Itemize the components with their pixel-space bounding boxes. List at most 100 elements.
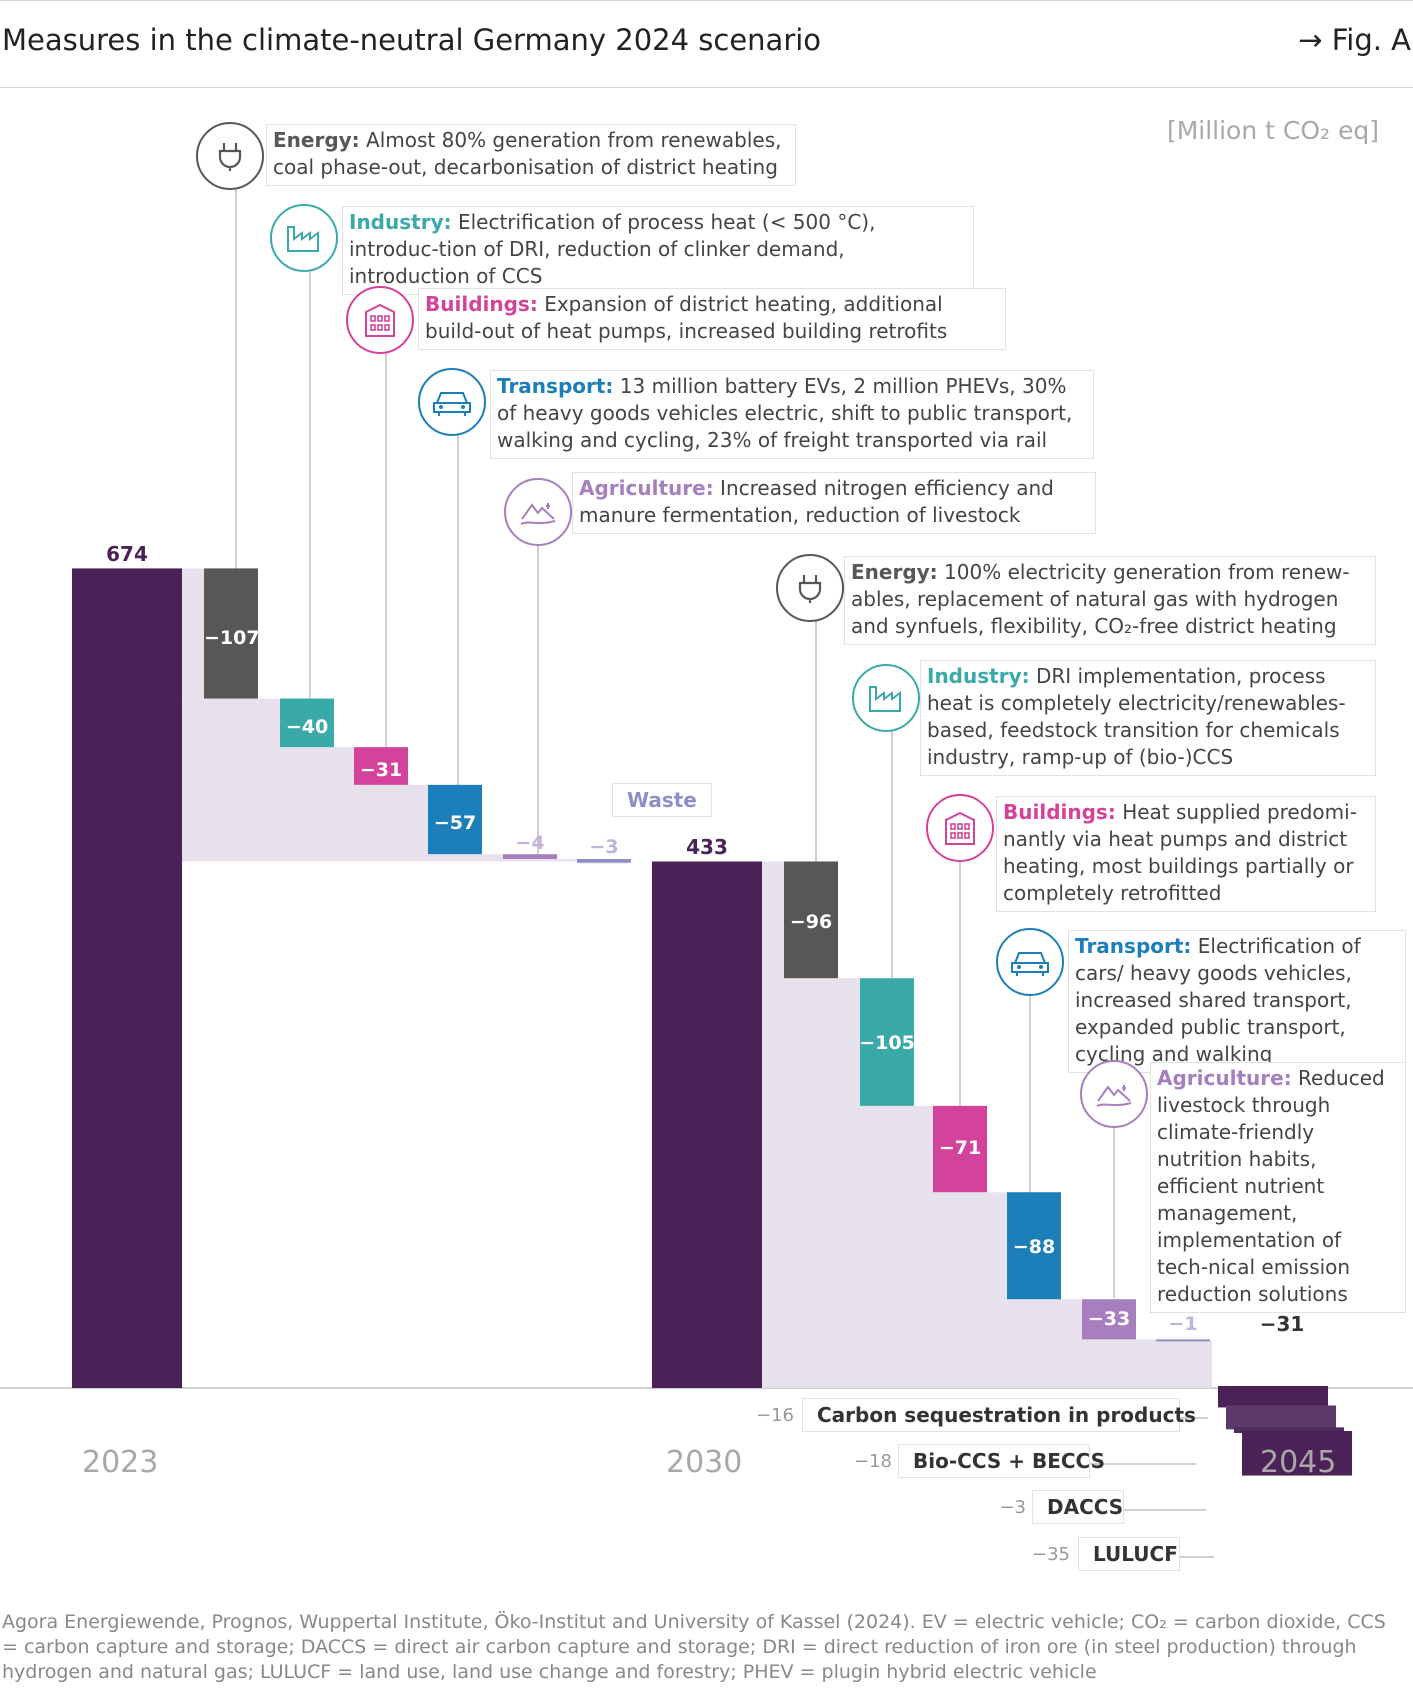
bar-seq-0 xyxy=(1218,1386,1328,1408)
seg-2045-bar-waste xyxy=(1156,1339,1210,1342)
seq-products-label: Carbon sequestration in products xyxy=(802,1398,1196,1432)
year-2030: 2030 xyxy=(666,1445,743,1480)
step-agriculture-2030-value: −4 xyxy=(515,832,545,854)
source-footnote: Agora Energiewende, Prognos, Wuppertal I… xyxy=(2,1611,1386,1683)
seg-2045-fill-3 xyxy=(933,1192,1007,1388)
seg-2045-fill-base xyxy=(762,978,784,1388)
figure-reference: → Fig. A xyxy=(1298,23,1411,57)
annot-agriculture-2045-text: Reduced livestock through climate-friend… xyxy=(1157,1066,1385,1306)
step-energy-2030-value: −107 xyxy=(204,627,260,649)
plug-icon xyxy=(196,122,264,190)
seg-2030-bar-energy xyxy=(204,568,258,699)
seg-2030-bar-waste xyxy=(577,859,631,863)
step-energy-2045-value: −96 xyxy=(789,911,833,933)
total-2023-label: 674 xyxy=(106,542,148,566)
annot-industry-2030: Industry: Electrification of process hea… xyxy=(342,206,974,295)
step-industry-2030-value: −40 xyxy=(285,716,329,738)
annot-buildings-2045-text: Heat supplied predomi-nantly via heat pu… xyxy=(1003,800,1357,905)
seg-2045-bar-buildings xyxy=(933,1105,987,1193)
plug-icon xyxy=(776,554,844,622)
seq-products-value: −16 xyxy=(756,1405,794,1426)
annot-agriculture-2045-sector: Agriculture: xyxy=(1157,1066,1292,1090)
seg-2030-fill-base xyxy=(182,698,204,862)
annot-industry-2045-text: DRI implementation, process heat is comp… xyxy=(927,664,1346,769)
annot-buildings-2030-sector: Buildings: xyxy=(425,292,538,316)
car-icon xyxy=(996,928,1064,996)
car-icon xyxy=(418,368,486,436)
landscape-icon xyxy=(504,478,572,546)
annot-buildings-2030-text: Expansion of district heating, additiona… xyxy=(425,292,948,343)
annot-buildings-2045: Buildings: Heat supplied predomi-nantly … xyxy=(996,796,1376,912)
seg-2030-fill-4 xyxy=(428,854,503,862)
annot-energy-2045: Energy: 100% electricity generation from… xyxy=(844,556,1376,645)
annot-agriculture-2030-sector: Agriculture: xyxy=(579,476,714,500)
annot-energy-2045-sector: Energy: xyxy=(851,560,938,584)
header: Measures in the climate-neutral Germany … xyxy=(0,0,1413,88)
annot-industry-2045-sector: Industry: xyxy=(927,664,1030,688)
seq-bioccs-label: Bio-CCS + BECCS xyxy=(898,1444,1105,1478)
annot-buildings-2045-sector: Buildings: xyxy=(1003,800,1116,824)
year-2023: 2023 xyxy=(82,1445,159,1480)
seg-2030-bar-buildings xyxy=(354,747,408,785)
annot-industry-2045: Industry: DRI implementation, process he… xyxy=(920,660,1376,776)
bar-total-2030 xyxy=(652,861,762,1388)
unit-label: [Million t CO₂ eq] xyxy=(1166,116,1379,145)
seg-2030-fill-3 xyxy=(354,784,428,862)
bar-seq-3 xyxy=(1242,1430,1352,1476)
annot-transport-2030: Transport: 13 million battery EVs, 2 mil… xyxy=(490,370,1094,459)
annot-energy-2045-text: 100% electricity generation from renew-a… xyxy=(851,560,1350,638)
bar-total-2023 xyxy=(72,568,182,1388)
total-2030-label: 433 xyxy=(686,835,728,859)
step-agriculture-2045-value: −33 xyxy=(1087,1308,1131,1330)
seg-2045-fill-4 xyxy=(1007,1299,1082,1388)
annot-energy-2030-text: Almost 80% generation from renewables, c… xyxy=(273,128,782,179)
annot-transport-2030-text: 13 million battery EVs, 2 million PHEVs,… xyxy=(497,374,1073,452)
annot-buildings-2030: Buildings: Expansion of district heating… xyxy=(418,288,1006,350)
annot-industry-2030-text: Electrification of process heat (< 500 °… xyxy=(349,210,876,288)
seq-daccs-label: DACCS xyxy=(1032,1490,1124,1524)
step-transport-2030-value: −57 xyxy=(433,812,477,834)
seg-2045-bar-industry xyxy=(860,978,914,1106)
seg-2030-bar-industry xyxy=(280,698,334,748)
annot-energy-2030: Energy: Almost 80% generation from renew… xyxy=(266,124,796,186)
waste-label: Waste xyxy=(612,783,712,817)
bar-seq-1 xyxy=(1226,1405,1336,1430)
bar-seq-2 xyxy=(1234,1427,1344,1433)
year-2045: 2045 xyxy=(1260,1445,1337,1480)
seg-2045-fill-0 xyxy=(762,861,784,979)
step-transport-2045-value: −88 xyxy=(1012,1236,1056,1258)
step-waste-2045-value: −1 xyxy=(1168,1313,1198,1335)
annot-agriculture-2030-text: Increased nitrogen efficiency and manure… xyxy=(579,476,1054,527)
factory-icon xyxy=(852,664,920,732)
seg-2045-fill-5 xyxy=(1082,1339,1156,1388)
building-icon xyxy=(926,794,994,862)
seq-lulucf-value: −35 xyxy=(1032,1544,1070,1565)
seg-2030-fill-1 xyxy=(204,698,280,862)
annot-transport-2045-text: Electrification of cars/ heavy goods veh… xyxy=(1075,934,1361,1066)
seq-lulucf-label: LULUCF xyxy=(1078,1537,1180,1571)
annot-industry-2030-sector: Industry: xyxy=(349,210,452,234)
step-buildings-2045-value: −71 xyxy=(938,1137,982,1159)
landscape-icon xyxy=(1080,1060,1148,1128)
seq-bioccs-value: −18 xyxy=(854,1451,892,1472)
seg-2030-bar-transport xyxy=(428,784,482,855)
total-2045-label: −31 xyxy=(1259,1312,1305,1336)
step-waste-2030-value: −3 xyxy=(589,836,619,858)
annot-agriculture-2030: Agriculture: Increased nitrogen efficien… xyxy=(572,472,1096,534)
annot-transport-2045-sector: Transport: xyxy=(1075,934,1192,958)
building-icon xyxy=(346,286,414,354)
seg-2045-fill-2 xyxy=(860,1105,933,1388)
factory-icon xyxy=(270,204,338,272)
seg-2045-bar-energy xyxy=(784,861,838,979)
seg-2030-fill-2 xyxy=(280,747,354,862)
step-buildings-2030-value: −31 xyxy=(359,759,403,781)
annot-transport-2030-sector: Transport: xyxy=(497,374,614,398)
seg-2030-bar-agriculture xyxy=(503,854,557,860)
seq-daccs-value: −3 xyxy=(999,1497,1026,1518)
seg-2045-bar-agriculture xyxy=(1082,1299,1136,1340)
annot-transport-2045: Transport: Electrification of cars/ heav… xyxy=(1068,930,1406,1073)
seg-2045-fill-6 xyxy=(1156,1340,1212,1388)
annot-energy-2030-sector: Energy: xyxy=(273,128,360,152)
seg-2030-fill-0 xyxy=(182,568,204,699)
